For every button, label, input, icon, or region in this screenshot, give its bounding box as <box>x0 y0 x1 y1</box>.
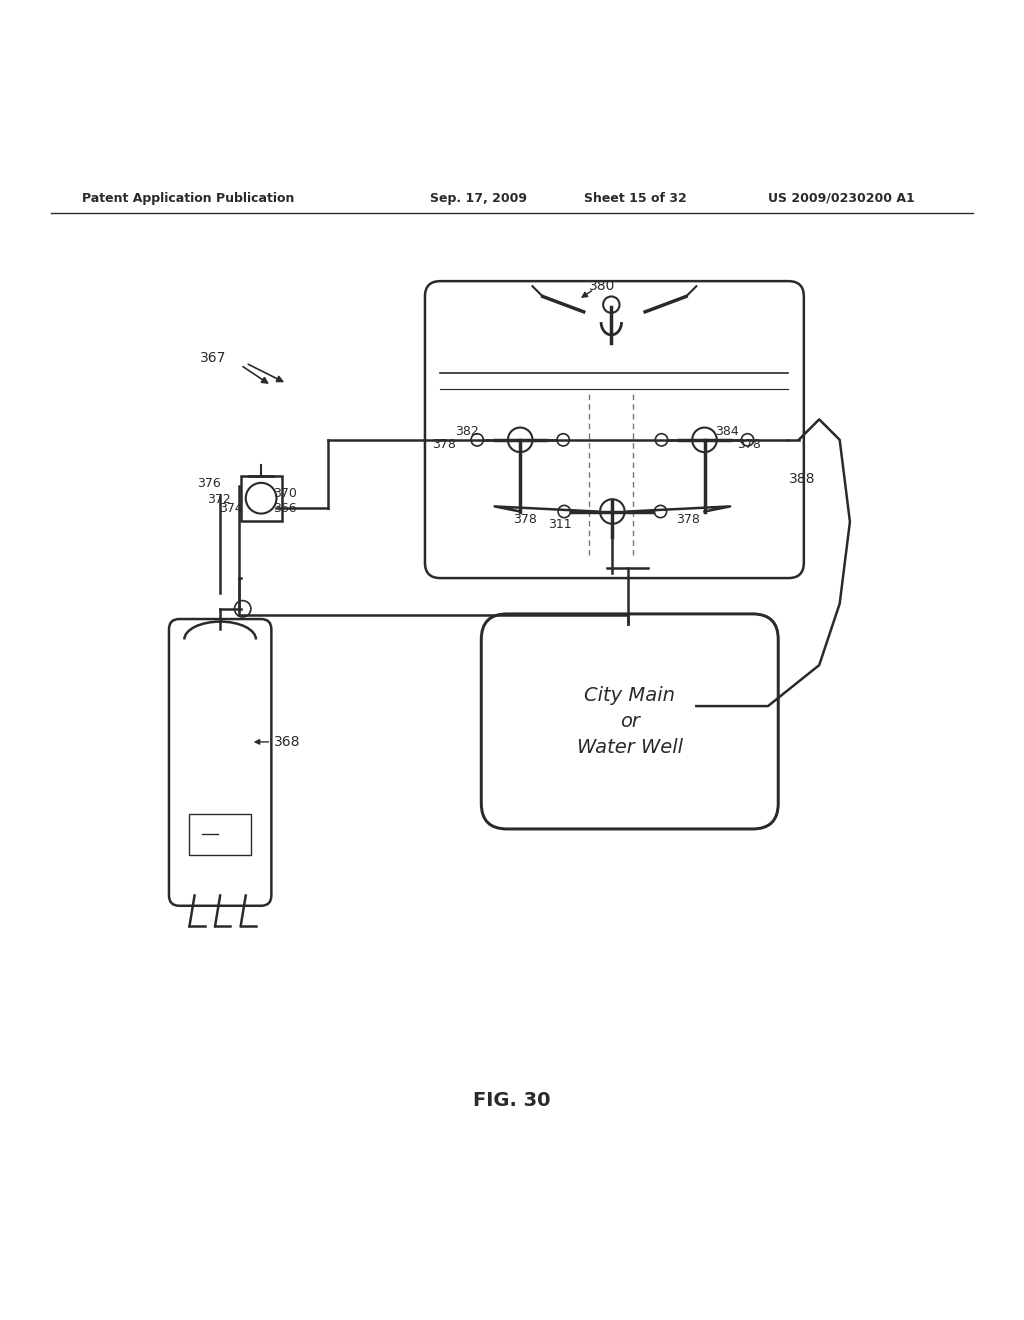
FancyBboxPatch shape <box>425 281 804 578</box>
Text: US 2009/0230200 A1: US 2009/0230200 A1 <box>768 191 914 205</box>
Text: 388: 388 <box>788 471 815 486</box>
Text: Patent Application Publication: Patent Application Publication <box>82 191 294 205</box>
Text: 384: 384 <box>715 425 738 438</box>
Circle shape <box>617 614 638 635</box>
Text: or: or <box>620 711 640 731</box>
Text: 378: 378 <box>432 438 456 451</box>
Text: 366: 366 <box>273 502 297 515</box>
Bar <box>189 813 251 854</box>
Text: City Main: City Main <box>585 686 675 705</box>
Text: 382: 382 <box>456 425 479 438</box>
Text: 368: 368 <box>274 735 301 748</box>
Text: 311: 311 <box>548 519 571 532</box>
Text: 376: 376 <box>198 478 221 490</box>
Text: 372: 372 <box>207 492 230 506</box>
Text: Sep. 17, 2009: Sep. 17, 2009 <box>430 191 527 205</box>
FancyBboxPatch shape <box>169 619 271 906</box>
Text: Sheet 15 of 32: Sheet 15 of 32 <box>584 191 686 205</box>
Text: 374: 374 <box>219 502 243 515</box>
Bar <box>241 475 282 520</box>
Text: 378: 378 <box>676 513 699 527</box>
Text: 380: 380 <box>589 280 615 293</box>
Text: 370: 370 <box>273 487 297 499</box>
Text: Water Well: Water Well <box>577 738 683 756</box>
Text: 367: 367 <box>200 351 226 364</box>
FancyBboxPatch shape <box>481 614 778 829</box>
Text: FIG. 30: FIG. 30 <box>473 1090 551 1110</box>
Text: 378: 378 <box>737 438 761 451</box>
Text: 378: 378 <box>513 513 537 527</box>
